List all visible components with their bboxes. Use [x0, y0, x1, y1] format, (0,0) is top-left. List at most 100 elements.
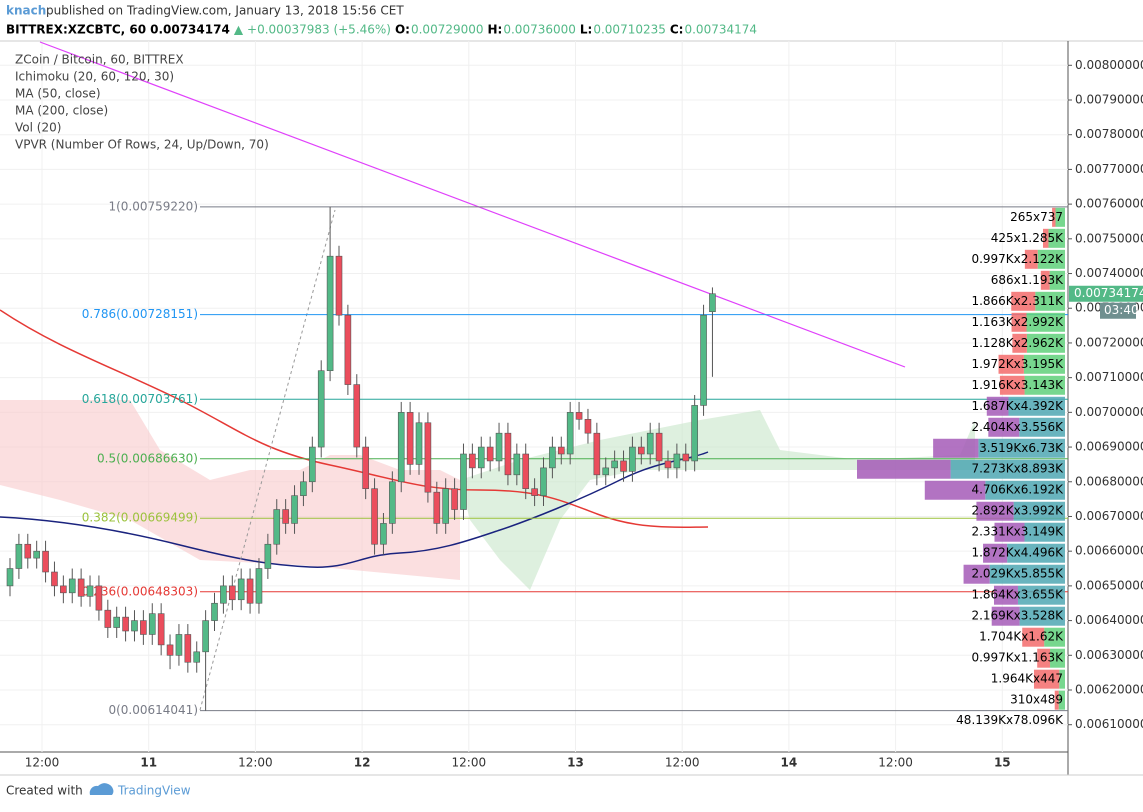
vpvr-label: 7.273Kx8.893K: [971, 462, 1064, 476]
vpvr-up: [1007, 543, 1065, 563]
candle-body: [486, 446, 494, 462]
candle-body: [193, 651, 201, 663]
candle-body: [611, 460, 618, 469]
vpvr-down: [1042, 228, 1049, 248]
header-l: 0.00710235: [593, 23, 666, 37]
y-tick-label: 0.00800000: [1075, 58, 1143, 72]
candle-body: [620, 460, 627, 472]
candle-body: [593, 432, 601, 476]
vpvr-label: 310x489: [1010, 693, 1063, 707]
last-price-tag: [1069, 285, 1143, 302]
candle-body: [6, 568, 14, 587]
candle-body: [540, 467, 547, 496]
ma-200: [0, 309, 709, 528]
vpvr-down: [993, 585, 1018, 605]
candle-body: [451, 488, 458, 510]
countdown: 03:40: [1104, 303, 1139, 317]
vpvr-label: 686x1.193K: [991, 273, 1064, 287]
x-tick-label: 14: [781, 756, 798, 770]
candle-body: [673, 453, 681, 469]
vpvr-label: 0.997Kx2.122K: [971, 252, 1064, 266]
vpvr: 265x737 425x1.285K 0.997Kx2.122K 686x1.193K…: [857, 207, 1065, 727]
candle-body: [531, 488, 538, 496]
vpvr-up: [1059, 669, 1065, 689]
candle-body: [131, 620, 138, 632]
fib-label: 0.5(0.00686630): [97, 451, 198, 465]
vpvr-up: [1055, 207, 1065, 227]
vpvr-up: [950, 459, 1065, 479]
candle-body: [691, 405, 698, 462]
x-tick-label: 15: [994, 756, 1011, 770]
header-symbol: BITTREX:XZCBTC, 60: [6, 23, 146, 37]
candle-body: [557, 446, 565, 455]
candle-body: [682, 453, 690, 462]
vpvr-down: [991, 606, 1020, 626]
vpvr-down: [976, 501, 1014, 521]
candle-body: [273, 509, 281, 545]
candle-body: [24, 543, 32, 559]
vpvr-up: [1035, 291, 1065, 311]
header-h-label: H:: [488, 23, 503, 37]
vpvr-down: [924, 480, 986, 500]
candle-body: [42, 550, 49, 573]
vpvr-down: [1033, 669, 1060, 689]
header-arrow: ▲: [234, 23, 244, 37]
vpvr-label: 1.866Kx2.311K: [971, 294, 1064, 308]
y-tick-label: 0.00760000: [1075, 197, 1143, 211]
x-tick-label: 12:00: [878, 756, 913, 770]
candle-body: [646, 432, 654, 455]
candle-body: [317, 370, 325, 448]
candle-body: [504, 432, 512, 476]
candle-body: [211, 602, 218, 621]
candle-body: [77, 578, 85, 597]
legend-item: ZCoin / Bitcoin, 60, BITTREX: [15, 53, 184, 67]
y-tick-label: 0.00680000: [1075, 474, 1143, 488]
legend-item: Ichimoku (20, 60, 120, 30): [15, 70, 174, 84]
y-tick-label: 0.00670000: [1075, 509, 1143, 523]
author: knach: [6, 4, 46, 18]
y-tick-label: 0.00740000: [1075, 266, 1143, 280]
candle-body: [300, 481, 307, 496]
vpvr-up: [1013, 501, 1065, 521]
candle-body: [237, 578, 245, 601]
ichimoku-cloud-bear: [0, 400, 460, 580]
vpvr-up: [1026, 333, 1065, 353]
x-tick-label: 11: [140, 756, 157, 770]
vpvr-up: [1017, 585, 1065, 605]
vpvr-up: [1026, 312, 1065, 332]
candle-body: [495, 432, 503, 462]
vpvr-label: 2.169Kx3.528K: [971, 609, 1064, 623]
vpvr-label: 1.916Kx3.143K: [971, 378, 1064, 392]
candle-body: [638, 446, 645, 455]
candle-body: [309, 446, 316, 483]
vpvr-up: [1023, 354, 1065, 374]
vpvr-label: 2.331Kx3.149K: [971, 525, 1064, 539]
candle-body: [522, 453, 530, 490]
vpvr-label: 1.163Kx2.992K: [971, 315, 1064, 329]
footer-brand[interactable]: TradingView: [117, 784, 191, 798]
candle-body: [104, 609, 112, 628]
last-price-label: 0.00734174: [1074, 286, 1143, 300]
header-last: 0.00734174: [150, 23, 230, 37]
candle-body: [700, 314, 707, 406]
candle-body: [513, 453, 521, 476]
y-tick-label: 0.00610000: [1075, 717, 1143, 731]
vpvr-down: [1012, 333, 1027, 353]
vpvr-label: 1.864Kx3.655K: [971, 588, 1064, 602]
candle-body: [389, 481, 396, 524]
vpvr-down: [1022, 627, 1045, 647]
vpvr-up: [978, 438, 1065, 458]
vpvr-up: [1024, 375, 1065, 395]
candle-body: [202, 620, 209, 653]
vpvr-up: [1019, 606, 1065, 626]
x-tick-label: 12:00: [25, 756, 60, 770]
x-tick-label: 13: [567, 756, 584, 770]
candle-body: [86, 585, 94, 597]
vpvr-up: [1049, 270, 1065, 290]
vpvr-up: [1019, 417, 1065, 437]
y-tick-label: 0.00660000: [1075, 544, 1143, 558]
header-change: +0.00037983 (+5.46%): [247, 23, 391, 37]
header-c: 0.00734174: [684, 23, 757, 37]
